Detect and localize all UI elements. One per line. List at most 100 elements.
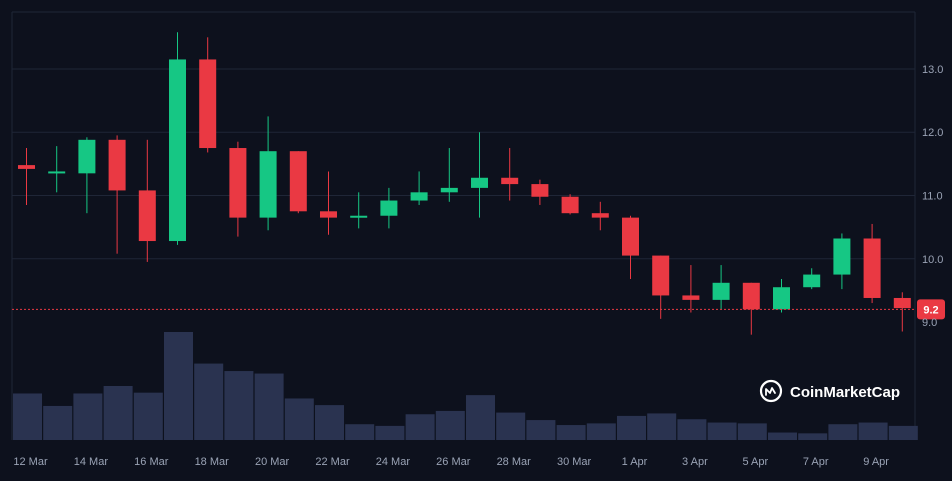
candle-down bbox=[622, 215, 639, 279]
volume-bar bbox=[677, 419, 707, 440]
candle-down bbox=[531, 179, 549, 205]
candle-body bbox=[380, 200, 398, 216]
candle-body bbox=[471, 177, 488, 188]
candle-up bbox=[259, 116, 277, 231]
x-tick-label: 30 Mar bbox=[557, 456, 592, 468]
x-axis: 12 Mar 14 Mar 16 Mar 18 Mar 20 Mar 22 Mar 24 M… bbox=[13, 456, 889, 468]
candle-down bbox=[682, 265, 700, 313]
volume-bar bbox=[284, 398, 314, 440]
candle-down bbox=[289, 151, 307, 214]
volume-bar bbox=[556, 425, 586, 440]
current-price-line: 9.2 bbox=[12, 299, 945, 320]
volume-bar bbox=[164, 332, 193, 440]
volume-bar bbox=[224, 371, 254, 440]
candle-down bbox=[652, 255, 670, 319]
volume-bar bbox=[768, 432, 797, 440]
y-tick-label: 10.0 bbox=[922, 254, 943, 266]
candle-body bbox=[591, 213, 609, 218]
candle-body bbox=[320, 211, 337, 218]
volume-bar bbox=[405, 414, 435, 440]
candle-body bbox=[501, 177, 519, 185]
candle-body bbox=[350, 215, 368, 218]
volume-bar bbox=[103, 386, 133, 440]
x-tick-label: 9 Apr bbox=[863, 456, 889, 468]
x-tick-label: 3 Apr bbox=[682, 456, 708, 468]
candle-down bbox=[18, 148, 35, 205]
candle-down bbox=[591, 201, 609, 231]
candle-down bbox=[199, 37, 217, 153]
candle-up bbox=[410, 171, 428, 205]
candle-body bbox=[169, 59, 186, 242]
x-tick-label: 14 Mar bbox=[74, 456, 109, 468]
volume-bar bbox=[133, 392, 163, 440]
volume-bar bbox=[13, 393, 42, 440]
candle-up bbox=[471, 132, 488, 218]
y-tick-label: 9.0 bbox=[922, 317, 937, 329]
candle-up bbox=[833, 233, 851, 290]
volume-bar bbox=[888, 425, 918, 440]
x-tick-label: 18 Mar bbox=[195, 456, 230, 468]
x-tick-label: 5 Apr bbox=[742, 456, 768, 468]
candle-up bbox=[169, 32, 186, 245]
candle-down bbox=[863, 223, 881, 304]
y-tick-label: 11.0 bbox=[922, 190, 943, 202]
volume-bar bbox=[707, 422, 737, 440]
volume-bar bbox=[43, 405, 73, 440]
candle-body bbox=[78, 139, 96, 174]
volume-bars bbox=[13, 332, 918, 440]
candle-body bbox=[199, 59, 217, 149]
brand-watermark: CoinMarketCap bbox=[759, 379, 900, 403]
candle-body bbox=[259, 151, 277, 218]
candle-body bbox=[18, 165, 35, 169]
candlesticks bbox=[18, 32, 911, 335]
x-tick-label: 20 Mar bbox=[255, 456, 290, 468]
candle-up bbox=[78, 137, 96, 214]
candle-body bbox=[48, 171, 66, 174]
volume-bar bbox=[375, 425, 405, 440]
volume-bar bbox=[194, 363, 224, 440]
volume-bar bbox=[435, 410, 465, 440]
candle-down bbox=[893, 292, 911, 332]
volume-bar bbox=[254, 373, 284, 440]
candle-body bbox=[893, 297, 911, 309]
candle-down bbox=[561, 194, 579, 215]
volume-bar bbox=[526, 420, 556, 440]
candle-body bbox=[108, 139, 126, 191]
volume-bar bbox=[345, 424, 375, 440]
candle-down bbox=[320, 171, 337, 235]
volume-bar bbox=[647, 413, 677, 440]
candle-down bbox=[108, 135, 126, 254]
candle-body bbox=[410, 192, 428, 201]
candle-up bbox=[380, 187, 398, 229]
candle-body bbox=[229, 148, 247, 218]
volume-bar bbox=[315, 405, 344, 440]
candle-body bbox=[440, 187, 458, 193]
volume-bar bbox=[737, 423, 767, 440]
candle-body bbox=[803, 274, 821, 288]
candle-up bbox=[712, 265, 730, 310]
y-axis: 9.0 10.0 11.0 12.0 13.0 bbox=[922, 64, 943, 329]
candle-up bbox=[803, 268, 821, 290]
current-price-label: 9.2 bbox=[923, 304, 938, 316]
candle-body bbox=[863, 238, 881, 298]
candle-body bbox=[622, 217, 639, 256]
volume-bar bbox=[586, 423, 616, 440]
candle-up bbox=[773, 278, 790, 313]
grid-lines bbox=[11, 11, 916, 440]
x-tick-label: 12 Mar bbox=[13, 456, 48, 468]
candle-down bbox=[742, 282, 760, 335]
brand-name: CoinMarketCap bbox=[790, 384, 900, 401]
x-tick-label: 1 Apr bbox=[622, 456, 648, 468]
x-tick-label: 7 Apr bbox=[803, 456, 829, 468]
candle-body bbox=[652, 255, 670, 296]
y-tick-label: 12.0 bbox=[922, 127, 943, 139]
candle-body bbox=[561, 196, 579, 214]
candle-body bbox=[289, 151, 307, 212]
candle-body bbox=[138, 190, 156, 242]
x-tick-label: 28 Mar bbox=[497, 456, 532, 468]
candle-down bbox=[501, 148, 519, 201]
volume-bar bbox=[466, 395, 495, 440]
volume-bar bbox=[73, 393, 103, 440]
candle-up bbox=[48, 146, 66, 193]
